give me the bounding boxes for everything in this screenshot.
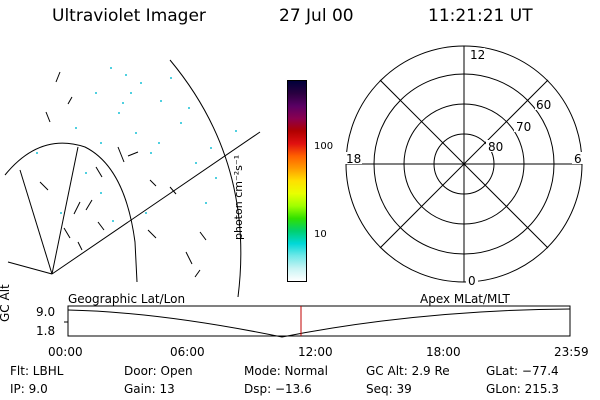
dsp-info: Dsp: −13.6 — [244, 382, 312, 396]
intensity-colorbar — [287, 80, 307, 282]
mlt-label-18: 18 — [346, 152, 361, 166]
lat-label-60: 60 — [536, 98, 551, 112]
altitude-timeline: Geographic Lat/Lon Apex MLat/MLT GC Alt … — [0, 284, 600, 364]
mlt-label-12: 12 — [470, 48, 485, 62]
ip-info: IP: 9.0 — [10, 382, 48, 396]
instrument-title: Ultraviolet Imager — [52, 6, 206, 26]
mlt-label-0: 0 — [468, 274, 476, 288]
timeline-ytick-9: 9.0 — [36, 305, 56, 319]
door-info: Door: Open — [124, 364, 193, 378]
altitude-curve — [67, 308, 571, 338]
mode-info: Mode: Normal — [244, 364, 328, 378]
timeline-xtick-0600: 06:00 — [170, 345, 205, 359]
geo-grid-line — [4, 142, 138, 283]
colorbar-tick-10: 10 — [314, 229, 327, 240]
mlt-label-6: 6 — [574, 152, 582, 166]
geo-grid-line — [169, 59, 242, 297]
glat-info: GLat: −77.4 — [486, 364, 559, 378]
geo-grid-line — [51, 146, 79, 275]
timeline-xtick-1800: 18:00 — [426, 345, 461, 359]
geo-grid-line — [51, 131, 261, 275]
lat-label-80: 80 — [488, 140, 503, 154]
timeline-left-label: Geographic Lat/Lon — [68, 292, 186, 306]
glon-info: GLon: 215.3 — [486, 382, 559, 396]
geo-grid-line — [19, 169, 53, 275]
time-label: 11:21:21 UT — [428, 6, 533, 26]
timeline-plot — [64, 305, 571, 338]
colorbar-unit-label: photon cm⁻²s⁻¹ — [232, 154, 245, 240]
mlt-line-diagonal — [379, 79, 549, 249]
lat-label-70: 70 — [516, 120, 531, 134]
geo-grid-line — [7, 261, 53, 275]
date-label: 27 Jul 00 — [279, 6, 354, 26]
coastline-fragments — [39, 71, 207, 278]
gain-info: Gain: 13 — [124, 382, 175, 396]
timeline-xtick-1200: 12:00 — [298, 345, 333, 359]
geographic-image-panel — [4, 59, 261, 297]
colorbar-tick-100: 100 — [314, 141, 334, 152]
uv-emission-speckles — [36, 67, 237, 222]
filter-info: Flt: LBHL — [10, 364, 64, 378]
timeline-xtick-2359: 23:59 — [554, 345, 589, 359]
timeline-ytick-1-8: 1.8 — [36, 324, 56, 338]
seq-info: Seq: 39 — [366, 382, 412, 396]
timeline-right-label: Apex MLat/MLT — [420, 292, 510, 306]
gc-alt-info: GC Alt: 2.9 Re — [366, 364, 450, 378]
polar-mlt-plot: 12 0 18 6 60 70 80 — [344, 45, 584, 288]
timeline-xtick-0000: 00:00 — [48, 345, 83, 359]
